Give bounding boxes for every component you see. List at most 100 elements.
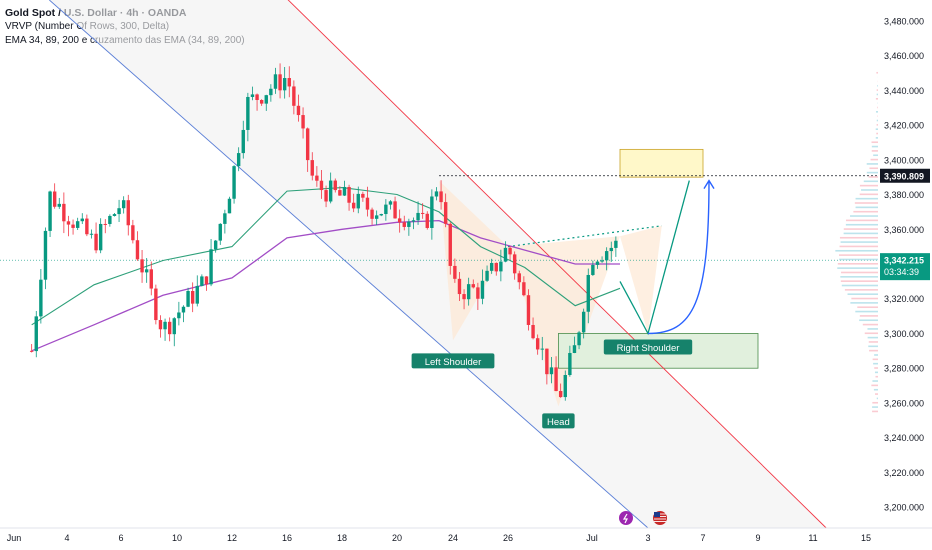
time-tick-label: 12: [227, 533, 237, 543]
candle-body: [297, 106, 300, 115]
price-tick-label: 3,240.000: [884, 433, 924, 443]
candle-body: [278, 74, 281, 90]
price-tick-label: 3,280.000: [884, 364, 924, 374]
volume-profile-bar: [872, 406, 878, 408]
candle-body: [237, 153, 240, 166]
candle-body: [334, 181, 337, 191]
volume-profile-bar: [850, 302, 878, 304]
candle-body: [329, 181, 332, 202]
candle-body: [260, 100, 263, 104]
candle-body: [117, 208, 120, 214]
candle-body: [393, 201, 396, 218]
volume-profile-bar: [868, 337, 878, 339]
volume-profile-bar: [871, 385, 878, 387]
volume-profile-bar: [869, 167, 878, 169]
volume-profile-bar: [838, 263, 878, 265]
candle-body: [499, 262, 502, 272]
candle-body: [99, 224, 102, 250]
volume-profile-bar: [877, 398, 878, 400]
candle-body: [232, 166, 235, 199]
candle-body: [490, 263, 493, 271]
time-tick-label: 7: [700, 533, 705, 543]
countdown-text: 03:34:39: [884, 267, 919, 277]
candle-body: [462, 294, 465, 299]
volume-profile-bar: [876, 133, 878, 135]
candle-body: [375, 215, 378, 218]
time-tick-label: 24: [448, 533, 458, 543]
candle-body: [449, 224, 452, 266]
candle-body: [453, 266, 456, 279]
candle-body: [140, 259, 143, 272]
time-tick-label: 15: [861, 533, 871, 543]
candle-body: [485, 271, 488, 281]
volume-profile-bar: [856, 198, 878, 200]
volume-profile-bar: [877, 85, 878, 87]
candle-body: [177, 312, 180, 318]
candle-body: [35, 316, 38, 351]
candle-body: [90, 234, 93, 235]
price-tick-label: 3,220.000: [884, 468, 924, 478]
candle-body: [407, 222, 410, 227]
candle-body: [200, 276, 203, 286]
volume-profile-bar: [865, 332, 878, 334]
candle-body: [472, 284, 475, 287]
price-tick-label: 3,300.000: [884, 329, 924, 339]
volume-profile-bar: [872, 380, 878, 382]
label-text: Right Shoulder: [617, 343, 680, 354]
candle-body: [71, 225, 74, 228]
price-tick-label: 3,260.000: [884, 398, 924, 408]
candle-body: [338, 190, 341, 196]
current-price-text: 3,342.215: [884, 256, 924, 266]
volume-profile-bar: [856, 207, 878, 209]
candle-body: [380, 214, 383, 215]
lightning-icon: [619, 511, 633, 525]
candle-body: [274, 74, 277, 88]
candle-body: [403, 222, 406, 227]
volume-profile-bar: [877, 107, 878, 109]
volume-profile-bar: [872, 150, 878, 152]
volume-profile-bar: [872, 402, 878, 404]
candle-body: [81, 219, 84, 222]
candle-body: [205, 276, 208, 284]
candle-body: [136, 240, 139, 259]
volume-profile-bar: [869, 176, 878, 178]
candle-body: [39, 280, 42, 317]
volume-profile: [835, 72, 878, 412]
volume-profile-bar: [839, 254, 878, 256]
candle-body: [430, 196, 433, 227]
candle-body: [531, 325, 534, 338]
candle-body: [573, 345, 576, 353]
candle-body: [67, 221, 70, 224]
candle-body: [467, 284, 470, 299]
volume-profile-bar: [868, 346, 878, 348]
price-tick-label: 3,380.000: [884, 190, 924, 200]
candle-body: [568, 353, 571, 375]
candle-body: [209, 249, 212, 284]
candle-body: [559, 391, 562, 397]
candle-body: [53, 191, 56, 206]
volume-profile-bar: [874, 354, 878, 356]
candle-body: [481, 281, 484, 299]
volume-profile-bar: [876, 111, 878, 113]
candle-body: [315, 176, 318, 181]
candle-body: [508, 248, 511, 255]
time-axis-bg: [0, 528, 932, 550]
candle-body: [62, 204, 65, 221]
price-tick-label: 3,400.000: [884, 155, 924, 165]
volume-profile-bar: [860, 194, 878, 196]
volume-profile-bar: [872, 141, 878, 143]
flag-canton: [654, 512, 660, 517]
time-tick-label: 6: [118, 533, 123, 543]
volume-profile-bar: [873, 359, 878, 361]
candle-body: [219, 224, 222, 241]
volume-profile-bar: [851, 298, 878, 300]
candle-body: [113, 214, 116, 216]
volume-profile-bar: [860, 315, 878, 317]
candle-body: [554, 367, 557, 391]
label-text: Left Shoulder: [425, 357, 482, 368]
candle-body: [522, 282, 525, 295]
time-tick-label: 11: [808, 533, 817, 543]
candle-body: [366, 198, 369, 210]
volume-profile-bar: [861, 189, 878, 191]
